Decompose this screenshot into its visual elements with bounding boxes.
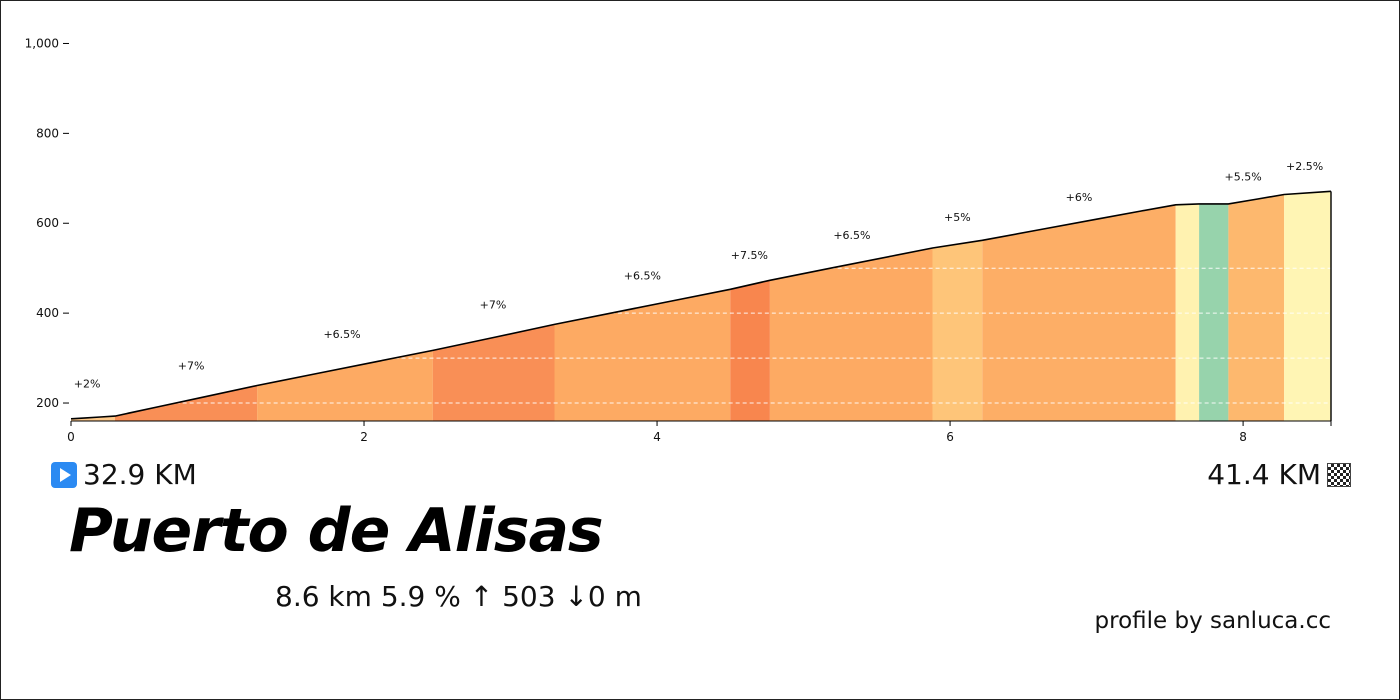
grade-segment-9	[1175, 203, 1200, 421]
x-tick-label-1: 2	[360, 430, 368, 444]
grade-segment-10	[1199, 203, 1229, 421]
climb-stats: 8.6 km 5.9 % ↑ 503 ↓0 m	[275, 580, 642, 613]
x-tick-label-4: 8	[1239, 430, 1247, 444]
elevation-line	[70, 190, 1332, 420]
grade-label-3: +7%	[480, 299, 507, 312]
grade-label-10: +2.5%	[1286, 160, 1323, 173]
grade-segment-2	[257, 350, 433, 421]
grade-segment-6	[769, 248, 933, 421]
play-start-icon	[51, 462, 77, 488]
grade-label-5: +7.5%	[731, 249, 768, 262]
checkered-flag-icon	[1327, 463, 1351, 487]
grade-label-4: +6.5%	[624, 269, 661, 282]
grade-segment-4	[554, 289, 731, 421]
grade-segment-5	[730, 280, 770, 421]
x-tick-label-3: 6	[946, 430, 954, 444]
x-tick-label-2: 4	[653, 430, 661, 444]
end-km-value: 41.4 KM	[1207, 458, 1321, 491]
grade-segment-11	[1228, 194, 1285, 421]
start-km-value: 32.9 KM	[83, 458, 197, 491]
grade-label-9: +6%	[1066, 191, 1093, 204]
y-tick-label-4: 1,000	[25, 36, 59, 50]
grade-label-0: +2%	[74, 377, 101, 390]
grade-segment-3	[432, 324, 555, 421]
grade-label-6: +6.5%	[833, 229, 870, 242]
y-tick-label-2: 600	[36, 216, 59, 230]
x-tick-label-0: 0	[67, 430, 75, 444]
profile-credit: profile by sanluca.cc	[1094, 608, 1331, 634]
end-km-label: 41.4 KM	[1207, 457, 1351, 493]
y-tick-label-3: 800	[36, 126, 59, 140]
grade-label-1: +7%	[178, 359, 205, 372]
grade-label-8: +5.5%	[1225, 171, 1262, 184]
start-km-label: 32.9 KM	[51, 457, 197, 493]
y-tick-label-0: 200	[36, 396, 59, 410]
grade-segment-8	[982, 204, 1176, 421]
climb-title: Puerto de Alisas	[69, 496, 604, 566]
grade-label-7: +5%	[944, 211, 971, 224]
y-tick-label-1: 400	[36, 306, 59, 320]
elevation-profile-chart: 0 2 4 6 8 200 400 600 800 1,000 +2% +7% +6.5% +7% +6.5…	[25, 36, 1332, 444]
grade-segment-7	[932, 240, 983, 421]
grade-label-2: +6.5%	[323, 328, 360, 341]
grade-segment-12	[1284, 191, 1331, 421]
